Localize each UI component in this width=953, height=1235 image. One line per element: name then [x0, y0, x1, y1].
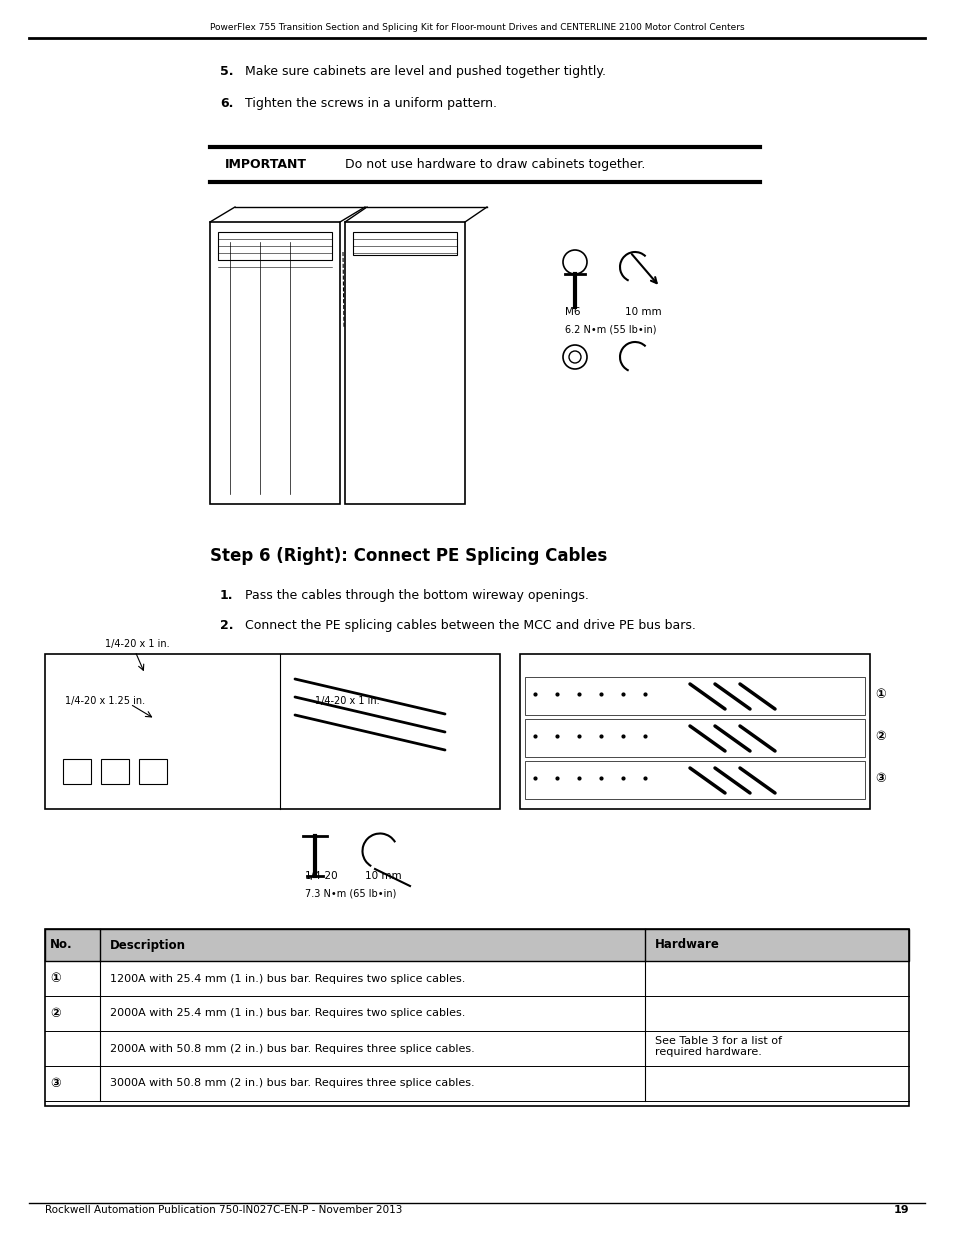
Text: ②: ② — [874, 730, 884, 742]
Text: No.: No. — [50, 939, 72, 951]
Bar — [524, 761, 864, 799]
Bar — [101, 760, 129, 784]
Text: 1/4-20 x 1 in.: 1/4-20 x 1 in. — [105, 638, 170, 650]
Text: See Table 3 for a list of
required hardware.: See Table 3 for a list of required hardw… — [655, 1036, 781, 1057]
Bar — [210, 222, 339, 504]
Bar — [519, 655, 869, 809]
Bar — [45, 929, 908, 1107]
Text: ③: ③ — [874, 772, 884, 784]
Bar — [45, 655, 499, 809]
Text: Do not use hardware to draw cabinets together.: Do not use hardware to draw cabinets tog… — [345, 158, 644, 170]
Bar — [345, 222, 464, 504]
Text: Step 6 (Right): Connect PE Splicing Cables: Step 6 (Right): Connect PE Splicing Cabl… — [210, 547, 607, 564]
Text: 5.: 5. — [220, 65, 233, 78]
Text: 1/4-20: 1/4-20 — [305, 871, 338, 881]
Bar — [63, 760, 91, 784]
Text: 1.: 1. — [220, 589, 233, 601]
Text: 2000A with 50.8 mm (2 in.) bus bar. Requires three splice cables.: 2000A with 50.8 mm (2 in.) bus bar. Requ… — [110, 1044, 475, 1053]
Text: 10 mm: 10 mm — [365, 871, 401, 881]
Text: Hardware: Hardware — [655, 939, 720, 951]
Text: ①: ① — [50, 972, 61, 986]
Text: ①: ① — [874, 688, 884, 700]
Text: 2.: 2. — [220, 619, 233, 632]
Text: 7.3 N•m (65 lb•in): 7.3 N•m (65 lb•in) — [305, 888, 395, 898]
Bar — [218, 232, 332, 261]
Text: Rockwell Automation Publication 750-IN027C-EN-P - November 2013: Rockwell Automation Publication 750-IN02… — [45, 1205, 402, 1215]
Text: ②: ② — [50, 1007, 61, 1020]
Text: Make sure cabinets are level and pushed together tightly.: Make sure cabinets are level and pushed … — [245, 65, 605, 78]
Text: 19: 19 — [892, 1205, 908, 1215]
Text: 6.2 N•m (55 lb•in): 6.2 N•m (55 lb•in) — [564, 324, 656, 333]
Bar — [524, 719, 864, 757]
Bar — [353, 232, 456, 254]
Text: 2000A with 25.4 mm (1 in.) bus bar. Requires two splice cables.: 2000A with 25.4 mm (1 in.) bus bar. Requ… — [110, 1009, 465, 1019]
Text: 1200A with 25.4 mm (1 in.) bus bar. Requires two splice cables.: 1200A with 25.4 mm (1 in.) bus bar. Requ… — [110, 973, 465, 983]
Text: Pass the cables through the bottom wireway openings.: Pass the cables through the bottom wirew… — [245, 589, 588, 601]
Text: Connect the PE splicing cables between the MCC and drive PE bus bars.: Connect the PE splicing cables between t… — [245, 619, 695, 632]
Text: 1/4-20 x 1 in.: 1/4-20 x 1 in. — [314, 697, 379, 706]
Text: M6: M6 — [564, 308, 579, 317]
Bar — [45, 929, 908, 961]
Text: 6.: 6. — [220, 98, 233, 110]
Text: Tighten the screws in a uniform pattern.: Tighten the screws in a uniform pattern. — [245, 98, 497, 110]
Text: IMPORTANT: IMPORTANT — [225, 158, 307, 170]
Bar — [139, 760, 167, 784]
Bar — [524, 677, 864, 715]
Text: Description: Description — [110, 939, 186, 951]
Text: 1/4-20 x 1.25 in.: 1/4-20 x 1.25 in. — [65, 697, 145, 706]
Text: PowerFlex 755 Transition Section and Splicing Kit for Floor-mount Drives and CEN: PowerFlex 755 Transition Section and Spl… — [210, 23, 743, 32]
Text: ③: ③ — [50, 1077, 61, 1091]
Text: 3000A with 50.8 mm (2 in.) bus bar. Requires three splice cables.: 3000A with 50.8 mm (2 in.) bus bar. Requ… — [110, 1078, 475, 1088]
Text: 10 mm: 10 mm — [624, 308, 661, 317]
